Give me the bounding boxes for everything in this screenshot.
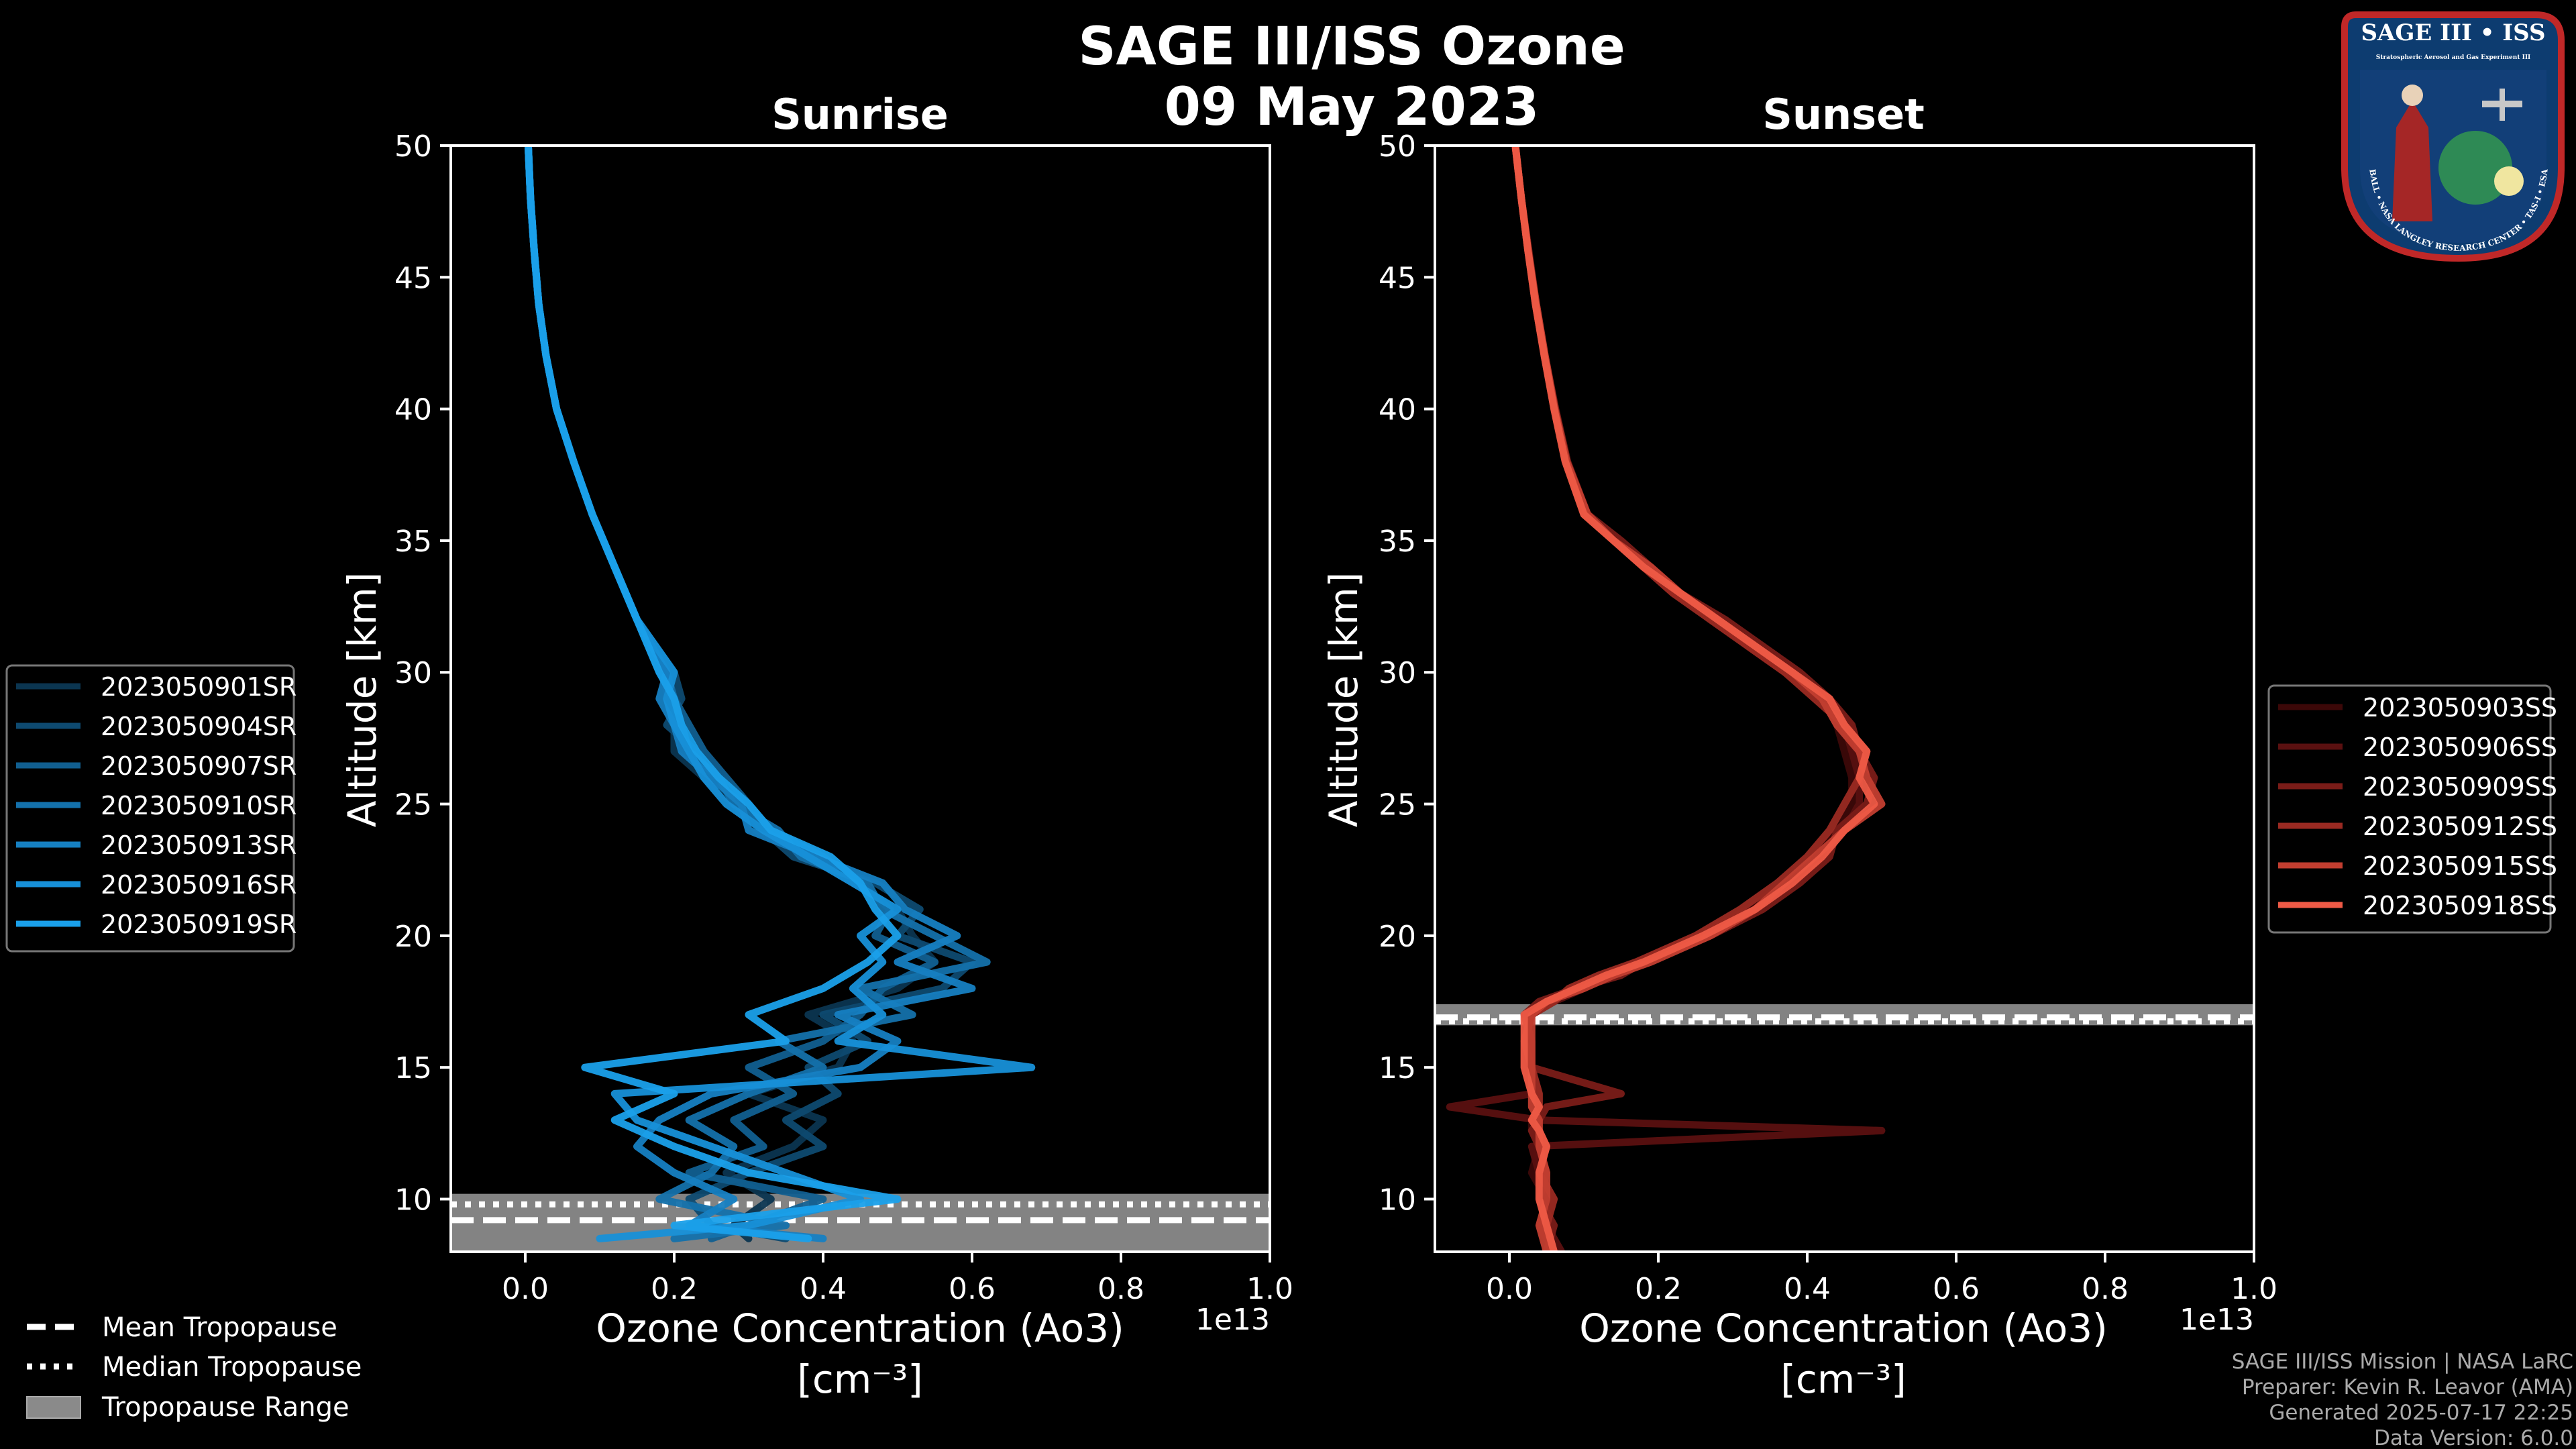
- sunrise-x-offset: 1e13: [1195, 1303, 1270, 1337]
- sunset-legend-label: 2023050912SS: [2363, 812, 2557, 841]
- tropopause-range-label: Tropopause Range: [101, 1392, 350, 1423]
- sunrise-legend-label: 2023050913SR: [101, 830, 297, 860]
- sunrise-legend-label: 2023050901SR: [101, 672, 297, 702]
- sunset-tropopause-group: [1435, 1004, 2254, 1026]
- sunrise-axes-frame: [449, 144, 1271, 1253]
- mean-tropopause-label: Mean Tropopause: [102, 1312, 337, 1343]
- sunset-ytick-label: 10: [1379, 1183, 1416, 1217]
- sunrise-plot-area: 0.0 0.2 0.4 0.6 0.8 1.0 10 15 20 25 30 35 40 45 50: [394, 129, 1293, 1306]
- sunset-xtick-label: 0.0: [1486, 1272, 1533, 1306]
- tropopause-range-swatch: [26, 1396, 81, 1419]
- sunset-xtick-label: 0.6: [1933, 1272, 1980, 1306]
- sunset-series-group: [1446, 146, 1886, 1252]
- credit-preparer: Preparer: Kevin R. Leavor (AMA): [2242, 1375, 2573, 1399]
- sunrise-legend-label: 2023050910SR: [101, 791, 297, 820]
- sunrise-ytick-label: 25: [394, 788, 432, 822]
- sunrise-xtick-label: 0.8: [1097, 1272, 1144, 1306]
- sunset-xtick-label: 0.2: [1635, 1272, 1682, 1306]
- sunrise-xtick-label: 0.2: [651, 1272, 698, 1306]
- sunrise-xtick-label: 1.0: [1246, 1272, 1293, 1306]
- credits-block: SAGE III/ISS Mission | NASA LaRC Prepare…: [2232, 1350, 2573, 1449]
- wizard-figure-icon: [2392, 101, 2432, 221]
- series-line-2023050919SR: [524, 146, 902, 1242]
- badge-title: SAGE III • ISS: [2361, 19, 2545, 46]
- sunset-xlabel-units: [cm⁻³]: [1780, 1356, 1907, 1402]
- series-line-2023050903SS: [1511, 146, 1856, 1252]
- sunrise-xtick-label: 0.4: [800, 1272, 847, 1306]
- sunrise-ytick-label: 10: [394, 1183, 432, 1217]
- sunrise-ylabel: Altitude [km]: [339, 572, 385, 827]
- sunset-legend: 2023050903SS 2023050906SS 2023050909SS 2023…: [2267, 684, 2557, 934]
- credit-mission: SAGE III/ISS Mission | NASA LaRC: [2232, 1350, 2573, 1374]
- sunrise-legend-label: 2023050907SR: [101, 751, 297, 781]
- sunset-ytick-label: 30: [1379, 656, 1416, 690]
- sunset-panel-title: Sunset: [1762, 90, 1925, 139]
- earth-globe-icon: [2438, 131, 2512, 205]
- sunrise-xtick-label: 0.0: [502, 1272, 549, 1306]
- sunset-legend-label: 2023050906SS: [2363, 733, 2557, 762]
- series-line-2023050918SS: [1511, 146, 1878, 1252]
- sunset-ytick-label: 20: [1379, 920, 1416, 954]
- sunset-ytick-label: 45: [1379, 261, 1416, 295]
- badge-subtitle: Stratospheric Aerosol and Gas Experiment…: [2376, 54, 2531, 61]
- sunset-legend-label: 2023050918SS: [2363, 891, 2557, 920]
- sunrise-ytick-label: 15: [394, 1051, 432, 1085]
- sunset-panel: Sunset 0.0 0.2 0.4 0.6 0.8 1.0 10 15 20 25 30 35 40 4…: [1321, 90, 2277, 1402]
- median-tropopause-label: Median Tropopause: [102, 1352, 362, 1383]
- wizard-head-icon: [2402, 85, 2423, 106]
- sunrise-xlabel: Ozone Concentration (Ao3): [596, 1305, 1124, 1351]
- credit-generated: Generated 2025-07-17 22:25: [2269, 1401, 2573, 1425]
- sunrise-ytick-label: 40: [394, 393, 432, 427]
- space-station-truss-icon: [2500, 89, 2505, 121]
- sunset-legend-label: 2023050909SS: [2363, 772, 2557, 802]
- sunrise-legend: 2023050901SR 2023050904SR 2023050907SR 2023…: [5, 664, 297, 953]
- sunset-ytick-label: 25: [1379, 788, 1416, 822]
- sunset-ylabel: Altitude [km]: [1321, 572, 1366, 827]
- sage-iii-iss-mission-badge: SAGE III • ISS Stratospheric Aerosol and…: [2341, 11, 2565, 262]
- sunrise-legend-label: 2023050919SR: [101, 910, 297, 939]
- sunset-xlabel: Ozone Concentration (Ao3): [1579, 1305, 2108, 1351]
- sunrise-legend-label: 2023050916SR: [101, 870, 297, 900]
- sunset-ytick-label: 35: [1379, 525, 1416, 559]
- sunset-axes-frame: [1434, 144, 2255, 1253]
- sunrise-ytick-label: 50: [394, 129, 432, 164]
- sunrise-ytick-label: 30: [394, 656, 432, 690]
- sunset-x-offset: 1e13: [2180, 1303, 2254, 1337]
- sunrise-xlabel-units: [cm⁻³]: [797, 1356, 923, 1402]
- sunrise-series-group: [524, 146, 1036, 1242]
- sunrise-legend-frame: [5, 664, 295, 953]
- sunset-legend-label: 2023050903SS: [2363, 693, 2557, 722]
- sunrise-panel: Sunrise 0.0 0.2 0.4 0.6 0.8 1.0 10 15 20 25 30 35 40…: [339, 90, 1293, 1402]
- sun-icon: [2494, 166, 2524, 196]
- sunrise-ytick-label: 35: [394, 525, 432, 559]
- sunset-plot-area: 0.0 0.2 0.4 0.6 0.8 1.0 10 15 20 25 30 35 40 45 50: [1379, 129, 2277, 1306]
- sunset-legend-label: 2023050915SS: [2363, 851, 2557, 881]
- sunset-xtick-label: 1.0: [2231, 1272, 2277, 1306]
- series-line-2023050912SS: [1511, 146, 1871, 1252]
- sunset-xtick-label: 0.4: [1784, 1272, 1831, 1306]
- sunrise-panel-title: Sunrise: [771, 90, 949, 139]
- sunset-ytick-label: 15: [1379, 1051, 1416, 1085]
- sunset-ytick-label: 50: [1379, 129, 1416, 164]
- sunrise-ytick-label: 20: [394, 920, 432, 954]
- sunset-ytick-label: 40: [1379, 393, 1416, 427]
- sunrise-ytick-label: 45: [394, 261, 432, 295]
- figure-title: SAGE III/ISS Ozone: [1078, 17, 1625, 77]
- sunrise-legend-label: 2023050904SR: [101, 712, 297, 741]
- sunset-xtick-label: 0.8: [2082, 1272, 2129, 1306]
- figure-date: 09 May 2023: [1165, 77, 1540, 138]
- tropopause-legend: Mean Tropopause Median Tropopause Tropop…: [26, 1312, 362, 1423]
- sunrise-xtick-label: 0.6: [949, 1272, 996, 1306]
- credit-data-version: Data Version: 6.0.0: [2374, 1426, 2573, 1449]
